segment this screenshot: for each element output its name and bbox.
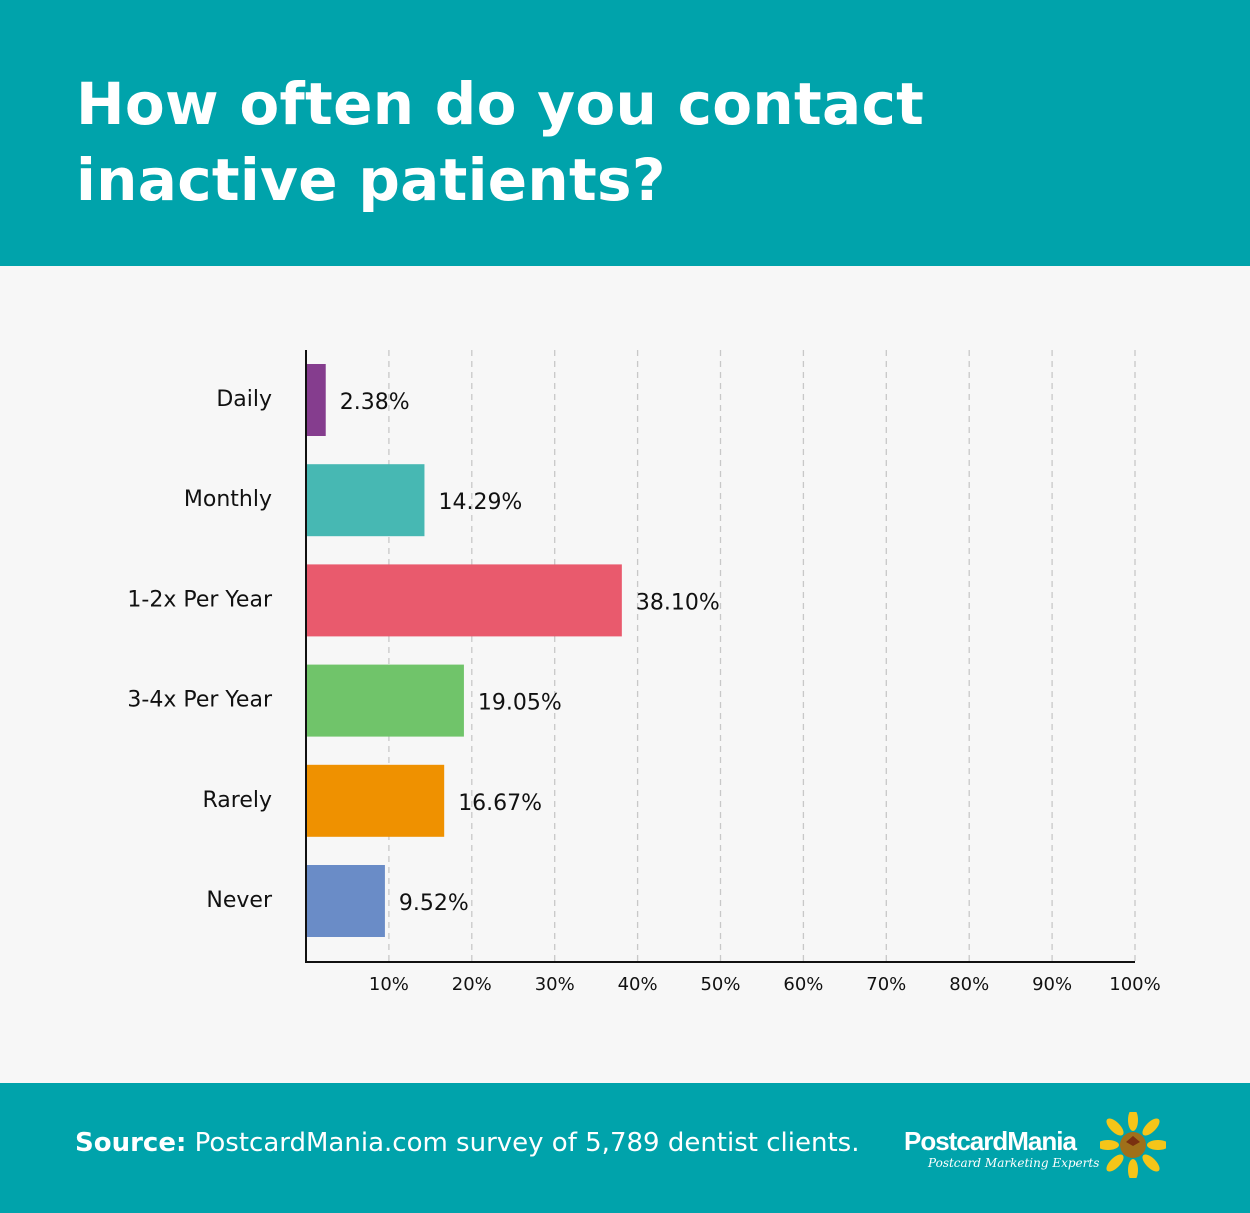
category-label: 1-2x Per Year bbox=[127, 587, 273, 612]
header-banner: How often do you contact inactive patien… bbox=[0, 0, 1250, 266]
source-note: Source: PostcardMania.com survey of 5,78… bbox=[75, 1128, 859, 1158]
x-tick-label: 50% bbox=[700, 974, 740, 995]
category-label: 3-4x Per Year bbox=[127, 688, 273, 713]
bar bbox=[306, 764, 445, 837]
source-text: PostcardMania.com survey of 5,789 dentis… bbox=[186, 1128, 860, 1158]
category-label: Rarely bbox=[202, 788, 272, 813]
x-tick-label: 80% bbox=[949, 974, 989, 995]
x-tick-label: 90% bbox=[1032, 974, 1072, 995]
data-label: 14.29% bbox=[438, 490, 522, 515]
category-label: Monthly bbox=[184, 487, 272, 512]
data-label: 16.67% bbox=[458, 791, 542, 816]
data-label: 38.10% bbox=[636, 590, 720, 615]
data-label: 19.05% bbox=[478, 691, 562, 716]
data-label: 9.52% bbox=[399, 891, 469, 916]
category-label: Daily bbox=[216, 387, 272, 412]
bar bbox=[306, 464, 425, 537]
sunflower-icon bbox=[1100, 1112, 1166, 1178]
bar-chart: 10% 20% 30% 40% 50% 60% 70% 80% 90% 100% 2.38% Dail… bbox=[127, 350, 1161, 995]
postcardmania-logo: PostcardMania Postcard Marketing Experts bbox=[902, 1112, 1167, 1182]
x-tick-label: 30% bbox=[535, 974, 575, 995]
bar bbox=[306, 564, 622, 637]
x-tick-label: 60% bbox=[783, 974, 823, 995]
footer-banner bbox=[0, 1083, 1250, 1213]
logo-tagline: Postcard Marketing Experts bbox=[928, 1156, 1100, 1170]
x-tick-label: 70% bbox=[866, 974, 906, 995]
x-tick-label: 100% bbox=[1109, 974, 1160, 995]
logo-name: PostcardMania bbox=[904, 1126, 1077, 1156]
x-tick-label: 10% bbox=[369, 974, 409, 995]
bar bbox=[306, 664, 464, 737]
category-label: Never bbox=[206, 888, 273, 913]
source-label: Source: bbox=[75, 1128, 187, 1158]
bar bbox=[306, 364, 326, 436]
data-label: 2.38% bbox=[340, 390, 410, 415]
x-tick-label: 40% bbox=[618, 974, 658, 995]
x-tick-label: 20% bbox=[452, 974, 492, 995]
page-title: How often do you contact inactive patien… bbox=[76, 70, 925, 214]
bar bbox=[306, 865, 385, 937]
